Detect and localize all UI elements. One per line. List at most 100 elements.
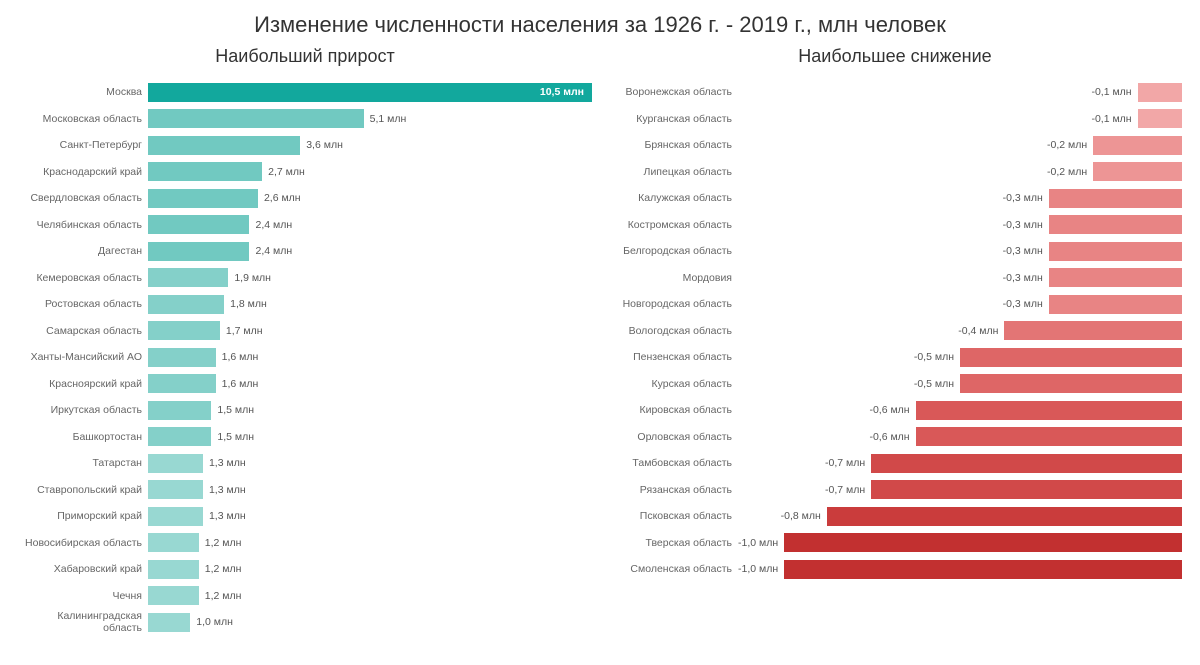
bar-value: -0,3 млн — [1003, 219, 1043, 231]
table-row: Липецкая область-0,2 млн — [608, 159, 1182, 186]
bar-area: 10,5 млн — [148, 79, 592, 106]
bar-value: -0,5 млн — [914, 378, 954, 390]
table-row: Ростовская область1,8 млн — [18, 291, 592, 318]
bar — [960, 374, 1182, 393]
bar-value: 1,3 млн — [209, 457, 246, 469]
bar-area: -1,0 млн — [738, 556, 1182, 583]
bar: 10,5 млн — [148, 83, 592, 102]
bar-area: 3,6 млн — [148, 132, 592, 159]
bar-area: -0,6 млн — [738, 424, 1182, 451]
table-row: Калининградская область1,0 млн — [18, 609, 592, 636]
bar-value: 10,5 млн — [540, 86, 584, 98]
bar — [1049, 295, 1182, 314]
bar-value: -0,3 млн — [1003, 192, 1043, 204]
table-row: Кировская область -0,6 млн — [608, 397, 1182, 424]
bar-area: 1,6 млн — [148, 371, 592, 398]
region-label: Смоленская область — [608, 563, 738, 575]
bar-area: 1,3 млн — [148, 477, 592, 504]
table-row: Курганская область-0,1 млн — [608, 106, 1182, 133]
bar — [1093, 136, 1182, 155]
region-label: Липецкая область — [608, 166, 738, 178]
table-row: Приморский край1,3 млн — [18, 503, 592, 530]
bar — [148, 586, 199, 605]
table-row: Самарская область1,7 млн — [18, 318, 592, 345]
region-label: Вологодская область — [608, 325, 738, 337]
region-label: Тверская область — [608, 537, 738, 549]
table-row: Башкортостан 1,5 млн — [18, 424, 592, 451]
bar-value: 1,6 млн — [222, 378, 259, 390]
table-row: Новосибирская область1,2 млн — [18, 530, 592, 557]
bar-area: 1,2 млн — [148, 530, 592, 557]
chart-growth-rows: Москва10,5 млнМосковская область5,1 млнС… — [18, 79, 592, 636]
bar-area: 2,4 млн — [148, 238, 592, 265]
bar-area: 2,7 млн — [148, 159, 592, 186]
chart-growth-subtitle: Наибольший прирост — [18, 46, 592, 67]
bar — [1049, 268, 1182, 287]
bar-area: -0,3 млн — [738, 185, 1182, 212]
bar-area: -1,0 млн — [738, 530, 1182, 557]
main-title: Изменение численности населения за 1926 … — [0, 0, 1200, 46]
bar — [1004, 321, 1182, 340]
bar-area: -0,5 млн — [738, 344, 1182, 371]
bar-value: -0,7 млн — [825, 484, 865, 496]
bar — [148, 348, 216, 367]
table-row: Псковская область -0,8 млн — [608, 503, 1182, 530]
bar — [148, 321, 220, 340]
bar-value: -1,0 млн — [738, 563, 778, 575]
region-label: Кемеровская область — [18, 272, 148, 284]
bar-area: 1,7 млн — [148, 318, 592, 345]
bar — [148, 109, 364, 128]
table-row: Белгородская область-0,3 млн — [608, 238, 1182, 265]
bar-value: -0,8 млн — [781, 510, 821, 522]
region-label: Чечня — [18, 590, 148, 602]
bar — [148, 189, 258, 208]
bar — [1093, 162, 1182, 181]
bar-value: 1,7 млн — [226, 325, 263, 337]
table-row: Брянская область -0,2 млн — [608, 132, 1182, 159]
region-label: Рязанская область — [608, 484, 738, 496]
bar-value: -0,6 млн — [869, 404, 909, 416]
bar-area: -0,6 млн — [738, 397, 1182, 424]
bar — [871, 480, 1182, 499]
bar-area: 1,9 млн — [148, 265, 592, 292]
table-row: Воронежская область-0,1 млн — [608, 79, 1182, 106]
region-label: Хабаровский край — [18, 563, 148, 575]
region-label: Калининградская область — [18, 610, 148, 634]
table-row: Московская область5,1 млн — [18, 106, 592, 133]
bar — [148, 507, 203, 526]
bar-value: -0,1 млн — [1091, 86, 1131, 98]
bar-area: -0,3 млн — [738, 265, 1182, 292]
bar — [148, 136, 300, 155]
region-label: Башкортостан — [18, 431, 148, 443]
region-label: Курганская область — [608, 113, 738, 125]
bar-value: -0,6 млн — [869, 431, 909, 443]
region-label: Брянская область — [608, 139, 738, 151]
table-row: Татарстан1,3 млн — [18, 450, 592, 477]
bar-value: 1,5 млн — [217, 431, 254, 443]
bar-area: 1,5 млн — [148, 397, 592, 424]
table-row: Свердловская область2,6 млн — [18, 185, 592, 212]
region-label: Новосибирская область — [18, 537, 148, 549]
bar-value: -0,5 млн — [914, 351, 954, 363]
bar-value: 1,9 млн — [234, 272, 271, 284]
table-row: Пензенская область-0,5 млн — [608, 344, 1182, 371]
bar-value: -0,2 млн — [1047, 139, 1087, 151]
bar-value: 1,3 млн — [209, 484, 246, 496]
bar-value: 1,2 млн — [205, 590, 242, 602]
bar-value: 1,6 млн — [222, 351, 259, 363]
bar — [960, 348, 1182, 367]
bar-value: -0,3 млн — [1003, 272, 1043, 284]
chart-decline-rows: Воронежская область-0,1 млнКурганская об… — [608, 79, 1182, 583]
region-label: Псковская область — [608, 510, 738, 522]
region-label: Мордовия — [608, 272, 738, 284]
bar — [148, 268, 228, 287]
bar — [148, 427, 211, 446]
bar-value: 3,6 млн — [306, 139, 343, 151]
table-row: Санкт-Петербург3,6 млн — [18, 132, 592, 159]
bar — [148, 162, 262, 181]
region-label: Ставропольский край — [18, 484, 148, 496]
table-row: Ставропольский край 1,3 млн — [18, 477, 592, 504]
region-label: Кировская область — [608, 404, 738, 416]
table-row: Калужская область-0,3 млн — [608, 185, 1182, 212]
chart-decline-subtitle: Наибольшее снижение — [608, 46, 1182, 67]
